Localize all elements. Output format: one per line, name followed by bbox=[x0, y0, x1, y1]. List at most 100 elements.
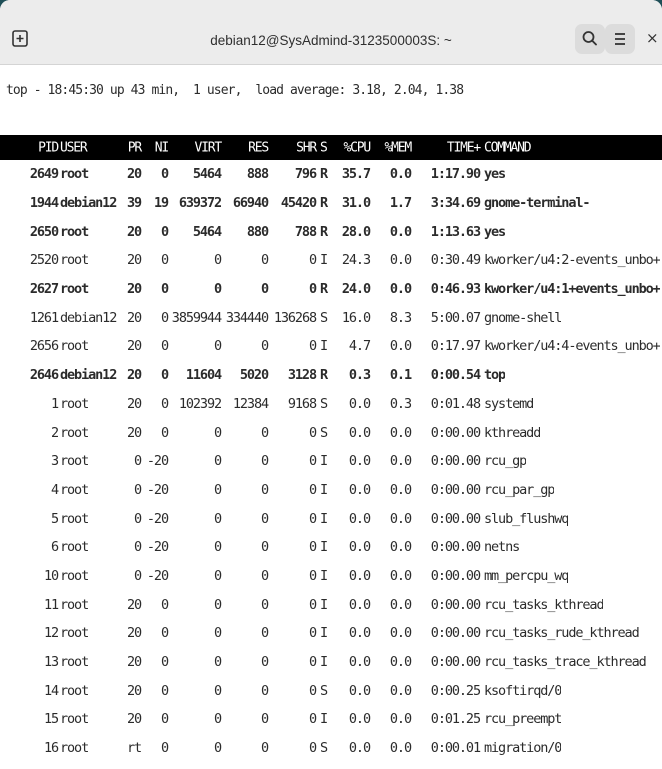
cell-mem: 0.0 bbox=[389, 338, 412, 355]
cell-cpu: 0.0 bbox=[348, 453, 371, 470]
process-row: 10 root 0 -20 0 0 0 I 0.0 0.0 0:00.00 mm_percpu_wq bbox=[0, 562, 662, 591]
col-mem: %MEM bbox=[384, 140, 412, 155]
cell-user: root bbox=[60, 395, 89, 412]
cell-pr: 0 bbox=[133, 510, 142, 527]
cell-user: root bbox=[60, 481, 89, 498]
cell-pr: 20 bbox=[126, 367, 142, 384]
process-row: 12 root 20 0 0 0 0 I 0.0 0.0 0:00.00 rcu_tasks_rude… bbox=[0, 619, 662, 648]
menu-button[interactable] bbox=[605, 24, 635, 54]
cell-state: I bbox=[320, 539, 328, 556]
cell-state: I bbox=[320, 654, 328, 671]
cell-shr: 0 bbox=[308, 596, 317, 613]
cell-pid: 3 bbox=[50, 453, 59, 470]
cell-command: slub_flushwq bbox=[484, 510, 569, 527]
cell-cpu: 0.0 bbox=[348, 539, 371, 556]
cell-pr: 20 bbox=[126, 682, 142, 699]
cell-pr: rt bbox=[126, 740, 142, 757]
cell-ni: 0 bbox=[160, 424, 169, 441]
cell-mem: 0.0 bbox=[389, 510, 412, 527]
new-tab-icon bbox=[12, 30, 28, 47]
cell-pid: 1944 bbox=[29, 195, 59, 212]
cell-ni: 0 bbox=[160, 682, 169, 699]
cell-pid: 1261 bbox=[29, 309, 59, 326]
cell-state: I bbox=[320, 510, 328, 527]
process-table-header: PID USER PR NI VIRT RES SHR S %CPU %MEM … bbox=[0, 135, 662, 160]
cell-pid: 2650 bbox=[29, 223, 59, 240]
cell-shr: 0 bbox=[308, 711, 317, 728]
process-row: 14 root 20 0 0 0 0 S 0.0 0.0 0:00.25 ksoftirqd/0 bbox=[0, 676, 662, 705]
cell-user: root bbox=[60, 223, 89, 240]
cell-command: rcu_par_gp bbox=[484, 481, 555, 498]
cell-shr: 0 bbox=[308, 567, 317, 584]
cell-state: R bbox=[320, 223, 328, 240]
cell-ni: 0 bbox=[160, 711, 169, 728]
cell-pid: 2656 bbox=[29, 338, 59, 355]
cell-command: migration/0 bbox=[484, 740, 562, 757]
cell-shr: 788 bbox=[294, 223, 317, 240]
process-row: 2646 debian12 20 0 11604 5020 3128 R 0.3 0.1 0:00.… bbox=[0, 361, 662, 390]
process-row: 1261 debian12 20 0 3859944 334440 136268 S 16.0 8… bbox=[0, 303, 662, 332]
close-button[interactable]: × bbox=[646, 29, 662, 49]
cell-time: 0:00.00 bbox=[430, 453, 481, 470]
cell-pid: 10 bbox=[43, 567, 59, 584]
cell-shr: 0 bbox=[308, 453, 317, 470]
cell-virt: 0 bbox=[213, 481, 222, 498]
cell-shr: 9168 bbox=[287, 395, 317, 412]
cell-pr: 20 bbox=[126, 596, 142, 613]
terminal-area[interactable]: top - 18:45:30 up 43 min, 1 user, load a… bbox=[0, 65, 662, 769]
search-icon bbox=[582, 31, 597, 46]
cell-res: 0 bbox=[260, 453, 269, 470]
cell-pr: 0 bbox=[133, 567, 142, 584]
cell-cpu: 0.0 bbox=[348, 567, 371, 584]
process-row: 2650 root 20 0 5464 880 788 R 28.0 0.0 1:13.63 yes bbox=[0, 217, 662, 246]
cell-state: I bbox=[320, 567, 328, 584]
cell-time: 0:01.25 bbox=[430, 711, 481, 728]
cell-user: root bbox=[60, 338, 89, 355]
cell-ni: 0 bbox=[160, 252, 169, 269]
cell-shr: 0 bbox=[308, 625, 317, 642]
cell-virt: 0 bbox=[213, 596, 222, 613]
cell-mem: 0.0 bbox=[389, 252, 412, 269]
cell-shr: 0 bbox=[308, 252, 317, 269]
process-row: 1 root 20 0 102392 12384 9168 S 0.0 0.3 0:01.48 sys… bbox=[0, 390, 662, 419]
cell-user: root bbox=[60, 281, 89, 298]
search-button[interactable] bbox=[575, 24, 605, 54]
col-state: S bbox=[320, 140, 328, 155]
cell-res: 66940 bbox=[232, 195, 269, 212]
cell-shr: 45420 bbox=[280, 195, 317, 212]
cell-pid: 14 bbox=[43, 682, 59, 699]
cell-command: rcu_tasks_kthread bbox=[484, 596, 604, 613]
cell-pid: 2627 bbox=[29, 281, 59, 298]
col-pid: PID bbox=[38, 140, 59, 155]
cell-res: 0 bbox=[260, 338, 269, 355]
cell-virt: 0 bbox=[213, 654, 222, 671]
cell-time: 0:00.00 bbox=[430, 481, 481, 498]
process-rows: 2649 root 20 0 5464 888 796 R 35.7 0.0 1:17.90 yes 1… bbox=[0, 160, 662, 762]
cell-virt: 0 bbox=[213, 682, 222, 699]
cell-user: root bbox=[60, 740, 89, 757]
cell-mem: 0.0 bbox=[389, 424, 412, 441]
cell-pr: 20 bbox=[126, 252, 142, 269]
col-command: COMMAND bbox=[484, 140, 532, 155]
cell-ni: -20 bbox=[146, 539, 169, 556]
process-row: 13 root 20 0 0 0 0 I 0.0 0.0 0:00.00 rcu_tasks_trac… bbox=[0, 648, 662, 677]
cell-command: netns bbox=[484, 539, 520, 556]
cell-pr: 20 bbox=[126, 654, 142, 671]
cell-ni: 0 bbox=[160, 223, 169, 240]
cell-cpu: 0.0 bbox=[348, 596, 371, 613]
cell-cpu: 0.0 bbox=[348, 682, 371, 699]
cell-state: R bbox=[320, 281, 328, 298]
cell-cpu: 0.0 bbox=[348, 424, 371, 441]
cell-user: debian12 bbox=[60, 367, 117, 384]
cell-time: 0:00.00 bbox=[430, 567, 481, 584]
process-table: PID USER PR NI VIRT RES SHR S %CPU %MEM … bbox=[0, 135, 662, 762]
cell-mem: 0.0 bbox=[389, 711, 412, 728]
cell-ni: 0 bbox=[160, 309, 169, 326]
col-pr: PR bbox=[127, 140, 142, 155]
top-summary-line: top - 18:45:30 up 43 min, 1 user, load a… bbox=[6, 83, 464, 98]
new-tab-button[interactable] bbox=[9, 27, 33, 51]
cell-state: R bbox=[320, 166, 328, 183]
cell-cpu: 0.0 bbox=[348, 654, 371, 671]
cell-mem: 0.0 bbox=[389, 740, 412, 757]
cell-state: I bbox=[320, 596, 328, 613]
